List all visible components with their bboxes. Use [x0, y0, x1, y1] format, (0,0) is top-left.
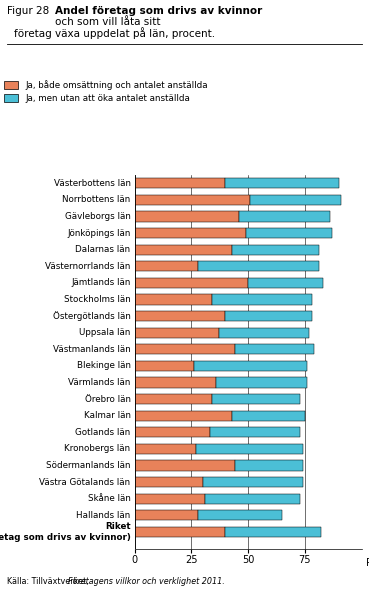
Text: Källa: Tillväxtverket,: Källa: Tillväxtverket, [7, 577, 92, 586]
Bar [205, 493, 300, 504]
Bar [135, 493, 205, 504]
Bar [135, 278, 248, 288]
Bar [198, 261, 318, 272]
Bar [135, 327, 219, 338]
Bar [135, 211, 239, 222]
Text: företag växa uppdelat på län, procent.: företag växa uppdelat på län, procent. [14, 27, 215, 39]
Bar [239, 211, 330, 222]
Bar [216, 377, 307, 388]
Bar [135, 527, 225, 537]
Text: Andel företag som drivs av kvinnor: Andel företag som drivs av kvinnor [55, 6, 262, 16]
Bar [210, 427, 300, 438]
Bar [135, 344, 235, 355]
Bar [194, 361, 307, 371]
Bar [135, 410, 232, 421]
Bar [135, 444, 196, 454]
Bar [246, 228, 332, 238]
Bar [135, 261, 198, 272]
Text: och som vill låta sitt: och som vill låta sitt [55, 17, 160, 27]
Bar [135, 228, 246, 238]
Bar [232, 244, 318, 255]
Bar [203, 477, 303, 487]
Bar [225, 527, 321, 537]
Bar [232, 410, 305, 421]
Bar [135, 394, 212, 404]
Bar [135, 195, 251, 205]
Bar [135, 311, 225, 321]
Text: Figur 28: Figur 28 [7, 6, 49, 16]
Bar [135, 427, 210, 438]
Bar [135, 294, 212, 305]
Bar [135, 361, 194, 371]
Bar [248, 278, 323, 288]
Bar [225, 178, 339, 189]
Bar [235, 460, 303, 471]
Bar [219, 327, 310, 338]
Bar [135, 244, 232, 255]
Bar [225, 311, 312, 321]
Bar [135, 377, 216, 388]
Legend: Ja, både omsättning och antalet anställda, Ja, men utan att öka antalet anställd: Ja, både omsättning och antalet anställd… [4, 80, 208, 103]
Text: Procen: Procen [366, 557, 369, 568]
Text: Företagens villkor och verklighet 2011.: Företagens villkor och verklighet 2011. [68, 577, 225, 586]
Bar [135, 510, 198, 521]
Bar [135, 178, 225, 189]
Bar [235, 344, 314, 355]
Bar [212, 394, 300, 404]
Bar [198, 510, 282, 521]
Bar [251, 195, 341, 205]
Bar [212, 294, 312, 305]
Bar [135, 477, 203, 487]
Bar [196, 444, 303, 454]
Bar [135, 460, 235, 471]
